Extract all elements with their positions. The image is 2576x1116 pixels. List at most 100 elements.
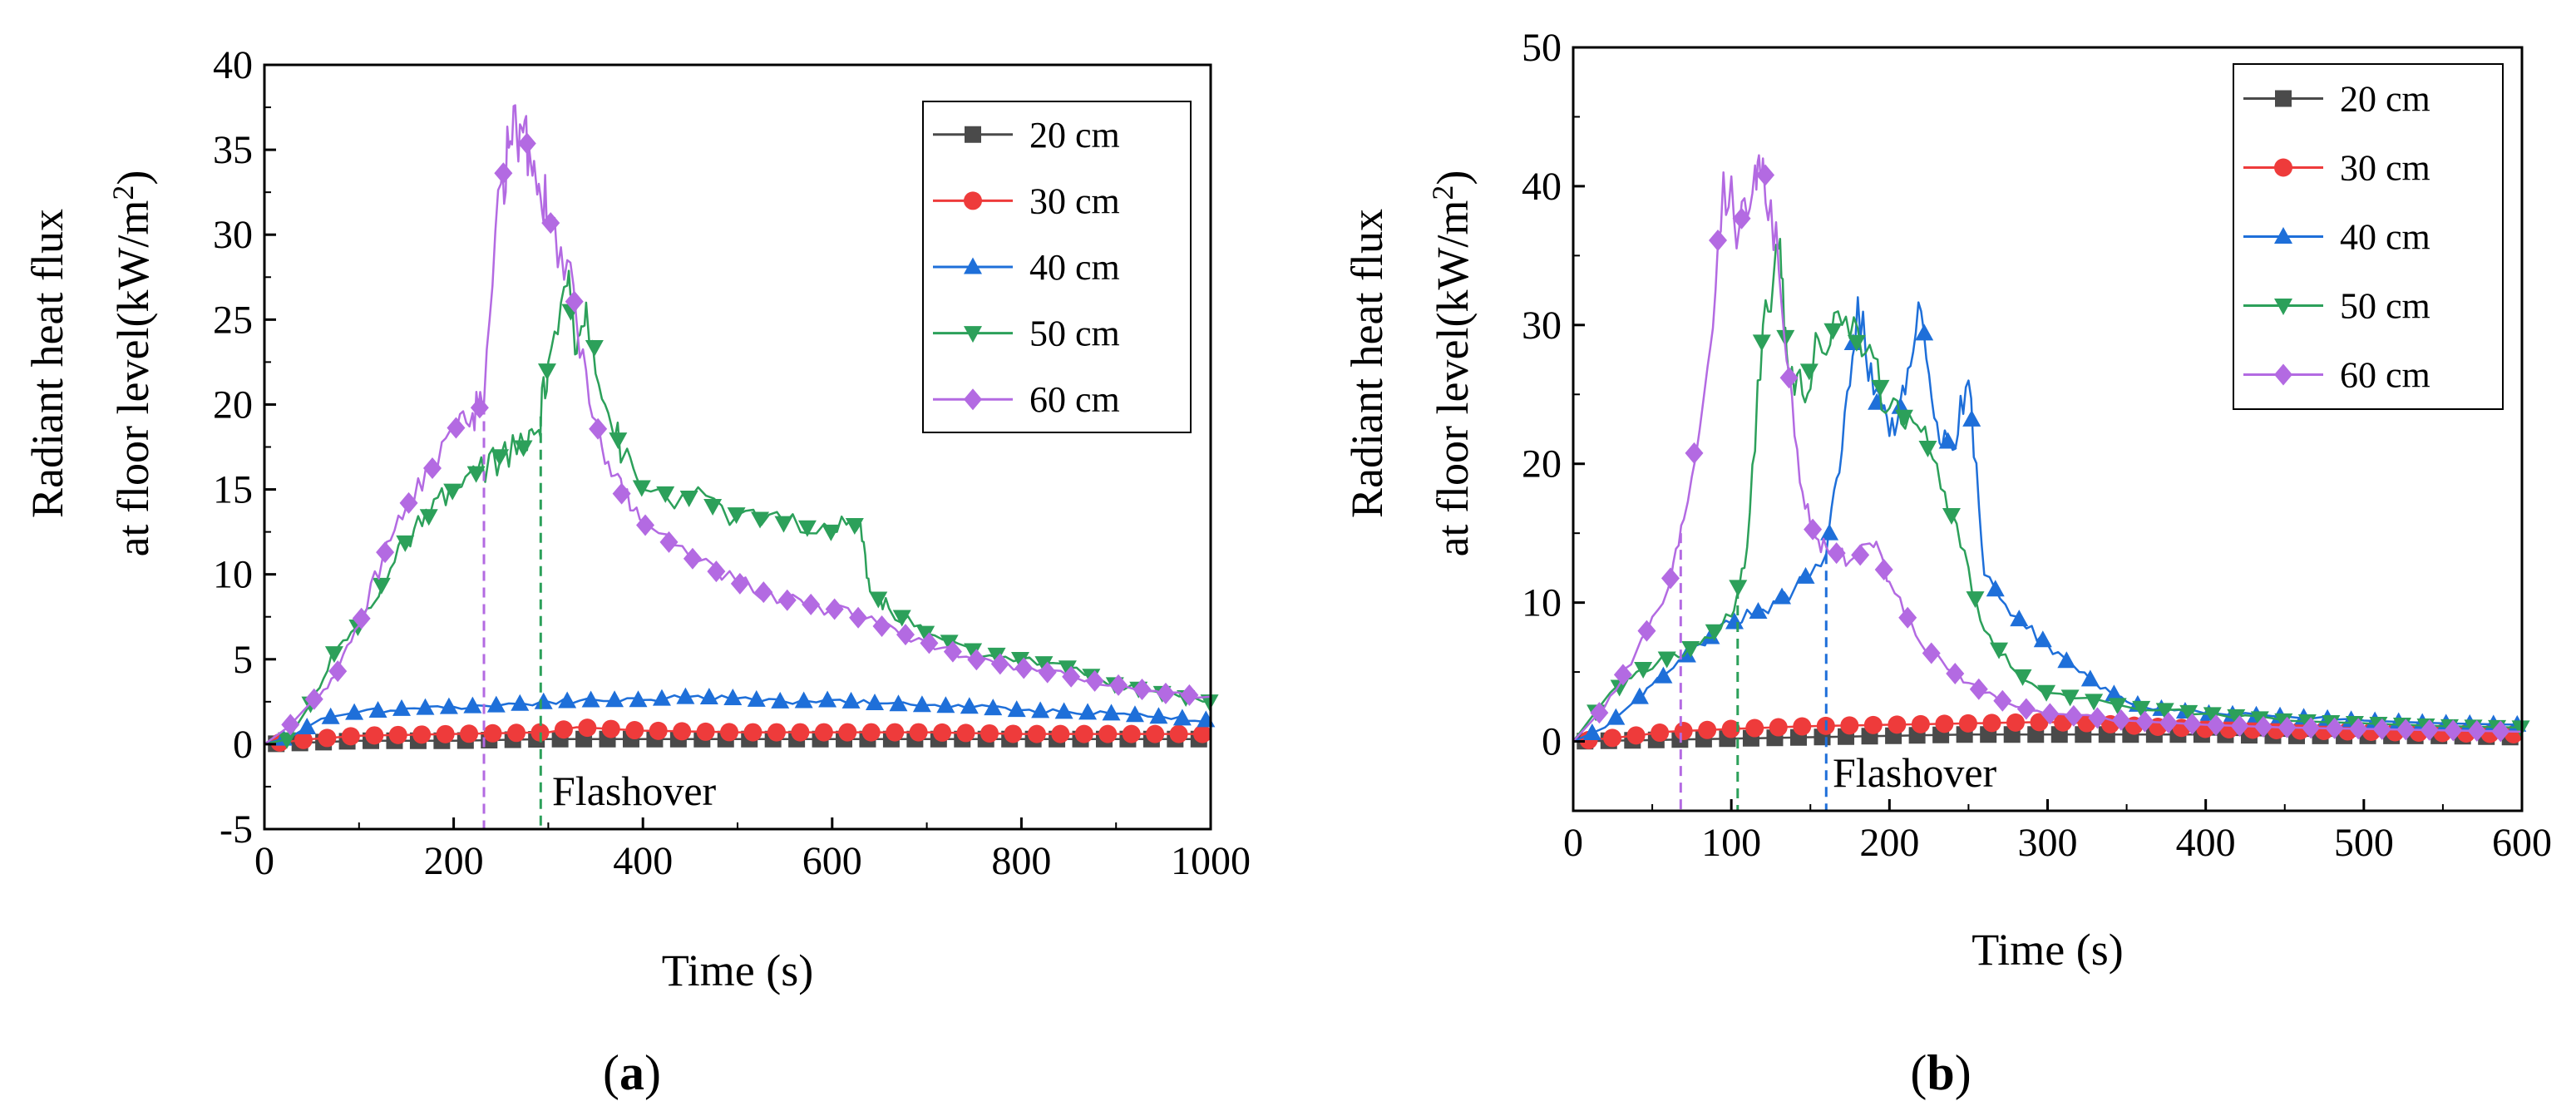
series-marker-a-4-38 (1180, 684, 1199, 706)
y-axis-label-sup-a: 2 (106, 185, 140, 200)
series-marker-a-2-7 (439, 697, 458, 714)
x-tick-label-b-2: 200 (1859, 821, 1919, 865)
series-marker-a-3-7 (443, 483, 462, 501)
series-marker-a-3-11 (537, 363, 556, 381)
x-tick-label-a-3: 600 (802, 839, 862, 883)
series-marker-a-1-31 (1004, 724, 1023, 743)
x-tick-label-b-4: 400 (2176, 821, 2236, 865)
series-marker-a-4-37 (1156, 682, 1175, 704)
x-tick-label-b-3: 300 (2018, 821, 2078, 865)
series-marker-b-4-12 (1874, 558, 1893, 580)
legend-marker-b-4 (2274, 363, 2292, 386)
series-marker-b-4-5 (1709, 230, 1728, 252)
y-tick-label-b-1: 10 (1522, 581, 1562, 625)
series-marker-a-2-28 (936, 696, 955, 714)
series-marker-a-3-2 (324, 646, 343, 664)
series-marker-b-4-33 (2372, 718, 2391, 740)
series-marker-b-4-22 (2111, 709, 2130, 731)
x-tick-label-b-1: 100 (1701, 821, 1761, 865)
series-marker-b-3-9 (1799, 363, 1818, 381)
series-marker-a-1-28 (933, 723, 952, 742)
series-marker-a-3-9 (491, 449, 510, 467)
series-marker-a-1-14 (601, 719, 620, 738)
legend-label-a-1: 30 cm (1029, 180, 1120, 221)
legend-marker-a-2 (964, 257, 982, 274)
series-marker-b-4-29 (2277, 716, 2297, 738)
series-marker-a-1-34 (1074, 724, 1093, 743)
x-tick-label-b-0: 0 (1563, 821, 1583, 865)
series-marker-a-4-30 (990, 653, 1009, 675)
series-marker-b-4-19 (2041, 703, 2060, 725)
series-marker-a-2-38 (1172, 709, 1192, 726)
series-marker-b-3-13 (1894, 409, 1913, 427)
legend-label-a-0: 20 cm (1029, 115, 1120, 156)
series-marker-a-2-34 (1078, 703, 1098, 720)
y-axis-label-line2-b: at floor level(kW/m2) (1426, 170, 1478, 557)
y-tick-label-a-3: 10 (213, 553, 253, 597)
series-marker-a-3-21 (774, 516, 793, 533)
series-marker-b-2-14 (1915, 323, 1934, 341)
y-tick-label-a-8: 35 (213, 128, 253, 172)
series-marker-b-3-11 (1847, 334, 1866, 352)
series-marker-a-4-15 (636, 514, 655, 536)
series-marker-b-1-14 (1911, 714, 1930, 733)
series-marker-a-1-29 (956, 723, 975, 743)
series-marker-a-1-20 (743, 723, 762, 742)
series-marker-a-4-13 (589, 417, 608, 440)
series-marker-a-4-17 (683, 547, 702, 570)
series-marker-a-1-22 (791, 723, 810, 742)
series-marker-b-4-18 (2016, 698, 2036, 720)
series-marker-a-2-2 (321, 707, 340, 724)
series-marker-a-1-21 (767, 723, 786, 742)
series-marker-a-4-36 (1133, 679, 1152, 701)
series-marker-a-3-32 (1034, 656, 1054, 674)
series-marker-a-1-33 (1051, 724, 1070, 743)
series-marker-b-4-34 (2396, 718, 2416, 741)
y-axis-label-sup-b: 2 (1426, 185, 1459, 200)
legend-marker-b-1 (2274, 158, 2292, 177)
x-tick-label-a-2: 400 (613, 839, 673, 883)
legend-box-a (922, 101, 1192, 433)
series-marker-b-4-14 (1922, 642, 1941, 664)
legend-label-a-4: 60 cm (1029, 379, 1120, 420)
series-marker-a-4-29 (967, 649, 986, 671)
series-marker-a-4-25 (872, 615, 891, 637)
series-marker-b-1-15 (1935, 714, 1954, 733)
series-marker-b-4-6 (1732, 207, 1751, 230)
series-marker-a-2-20 (747, 689, 766, 707)
x-tick-label-b-5: 500 (2334, 821, 2394, 865)
series-marker-a-2-37 (1149, 707, 1168, 724)
series-marker-b-4-30 (2302, 717, 2321, 739)
series-line-b-3 (1572, 238, 2523, 743)
series-marker-a-2-29 (960, 697, 979, 714)
series-marker-a-3-23 (822, 524, 841, 541)
legend-label-b-3: 50 cm (2340, 286, 2430, 327)
series-marker-a-2-8 (463, 696, 482, 714)
series-marker-b-4-37 (2467, 719, 2486, 742)
series-marker-a-2-39 (1197, 710, 1216, 728)
series-marker-a-4-12 (565, 290, 584, 313)
series-marker-b-1-9 (1793, 717, 1812, 736)
series-marker-b-2-12 (1868, 393, 1887, 410)
series-lines-a (264, 104, 1219, 753)
series-marker-a-1-37 (1146, 724, 1165, 743)
series-marker-a-2-10 (511, 694, 530, 711)
series-marker-b-3-18 (2013, 669, 2032, 686)
series-marker-a-4-22 (802, 593, 821, 615)
series-marker-b-3-12 (1871, 379, 1890, 397)
series-marker-b-3-25 (2179, 704, 2198, 722)
series-marker-a-1-16 (649, 721, 668, 740)
series-marker-a-3-4 (372, 577, 391, 595)
series-marker-b-1-13 (1888, 715, 1907, 734)
legend-marker-b-2 (2274, 227, 2292, 244)
legend-marker-a-1 (964, 191, 982, 210)
series-marker-b-3-21 (2085, 694, 2104, 711)
flashover-lines-b (1679, 533, 1828, 811)
series-marker-a-4-3 (352, 607, 371, 630)
series-marker-a-2-30 (984, 699, 1003, 716)
series-marker-b-3-2 (1634, 662, 1653, 679)
series-marker-b-4-0 (1590, 702, 1609, 724)
flashover-lines-a (482, 404, 542, 829)
series-marker-b-3-27 (2227, 709, 2246, 726)
